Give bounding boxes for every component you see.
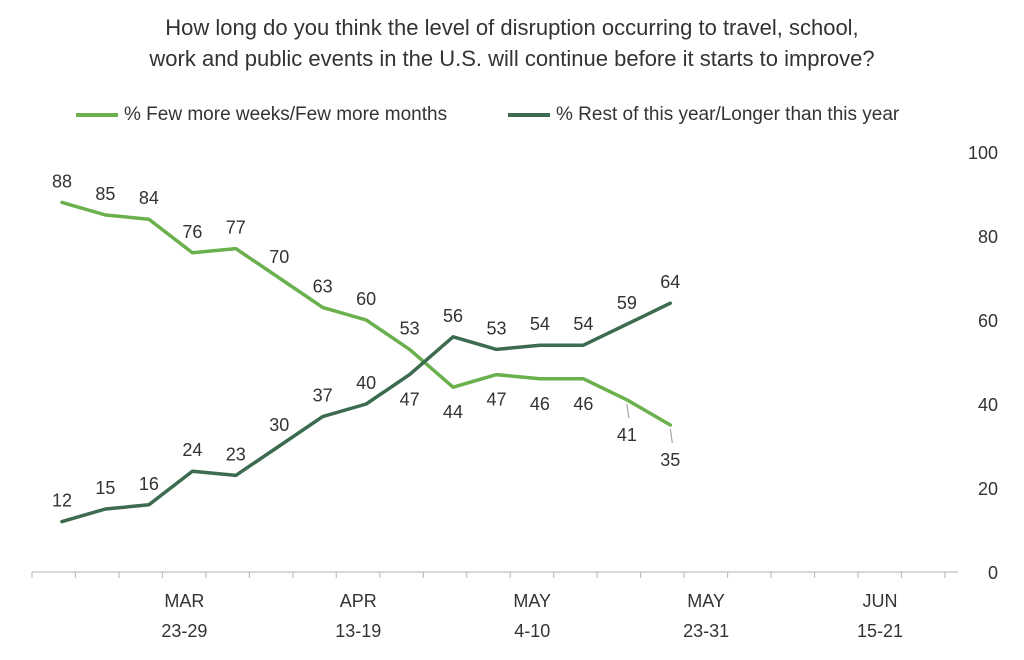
x-tick-label-month: MAR bbox=[164, 591, 204, 611]
data-label: 15 bbox=[95, 478, 115, 498]
data-label: 59 bbox=[617, 293, 637, 313]
data-label: 76 bbox=[182, 222, 202, 242]
chart-title: How long do you think the level of disru… bbox=[0, 12, 1024, 74]
data-label: 35 bbox=[660, 450, 680, 470]
y-tick-label: 20 bbox=[978, 479, 998, 499]
y-tick-label: 60 bbox=[978, 311, 998, 331]
x-tick-label-dates: 4-10 bbox=[514, 621, 550, 641]
chart-title-line-1: How long do you think the level of disru… bbox=[165, 15, 859, 40]
x-tick-label-month: MAY bbox=[687, 591, 725, 611]
legend-label-series-1: % Few more weeks/Few more months bbox=[124, 104, 448, 125]
data-label: 37 bbox=[313, 386, 333, 406]
legend-swatch-series-2 bbox=[508, 113, 550, 117]
data-label: 56 bbox=[443, 306, 463, 326]
data-label-leader bbox=[626, 403, 630, 418]
data-label: 23 bbox=[226, 444, 246, 464]
data-label: 77 bbox=[226, 218, 246, 238]
y-tick-label: 80 bbox=[978, 227, 998, 247]
data-label: 46 bbox=[573, 394, 593, 414]
x-tick-label-month: APR bbox=[340, 591, 377, 611]
data-label: 47 bbox=[486, 390, 506, 410]
data-label: 54 bbox=[530, 314, 550, 334]
legend-label-series-2: % Rest of this year/Longer than this yea… bbox=[556, 104, 900, 125]
data-label: 40 bbox=[356, 373, 376, 393]
data-label: 85 bbox=[95, 184, 115, 204]
data-label: 60 bbox=[356, 289, 376, 309]
x-tick-label-dates: 13-19 bbox=[335, 621, 381, 641]
x-tick-label-month: JUN bbox=[863, 591, 898, 611]
data-label: 30 bbox=[269, 415, 289, 435]
data-label: 12 bbox=[52, 491, 72, 511]
x-tick-label-dates: 23-29 bbox=[161, 621, 207, 641]
legend-swatch-series-1 bbox=[76, 113, 118, 117]
data-label: 84 bbox=[139, 188, 159, 208]
data-label: 47 bbox=[400, 390, 420, 410]
legend-item-series-1: % Few more weeks/Few more months bbox=[76, 104, 447, 126]
series-line-2 bbox=[60, 301, 673, 524]
data-label: 44 bbox=[443, 402, 463, 422]
x-tick-label-month: MAY bbox=[513, 591, 551, 611]
data-label: 64 bbox=[660, 272, 680, 292]
data-label: 88 bbox=[52, 171, 72, 191]
data-label: 54 bbox=[573, 314, 593, 334]
data-label-leader bbox=[669, 428, 673, 444]
data-label: 70 bbox=[269, 247, 289, 267]
y-tick-label: 0 bbox=[988, 563, 998, 583]
y-tick-label: 100 bbox=[968, 143, 998, 163]
data-label: 24 bbox=[182, 440, 202, 460]
data-label: 53 bbox=[400, 318, 420, 338]
data-label: 41 bbox=[617, 425, 637, 445]
chart-legend: % Few more weeks/Few more months % Rest … bbox=[0, 104, 1024, 134]
series-line-1 bbox=[60, 200, 673, 427]
data-label: 16 bbox=[139, 474, 159, 494]
legend-item-series-2: % Rest of this year/Longer than this yea… bbox=[508, 104, 899, 126]
chart-title-line-2: work and public events in the U.S. will … bbox=[149, 46, 875, 71]
data-label: 63 bbox=[313, 276, 333, 296]
x-tick-label-dates: 23-31 bbox=[683, 621, 729, 641]
x-tick-label-dates: 15-21 bbox=[857, 621, 903, 641]
y-tick-label: 40 bbox=[978, 395, 998, 415]
data-label: 46 bbox=[530, 394, 550, 414]
data-label: 53 bbox=[486, 318, 506, 338]
